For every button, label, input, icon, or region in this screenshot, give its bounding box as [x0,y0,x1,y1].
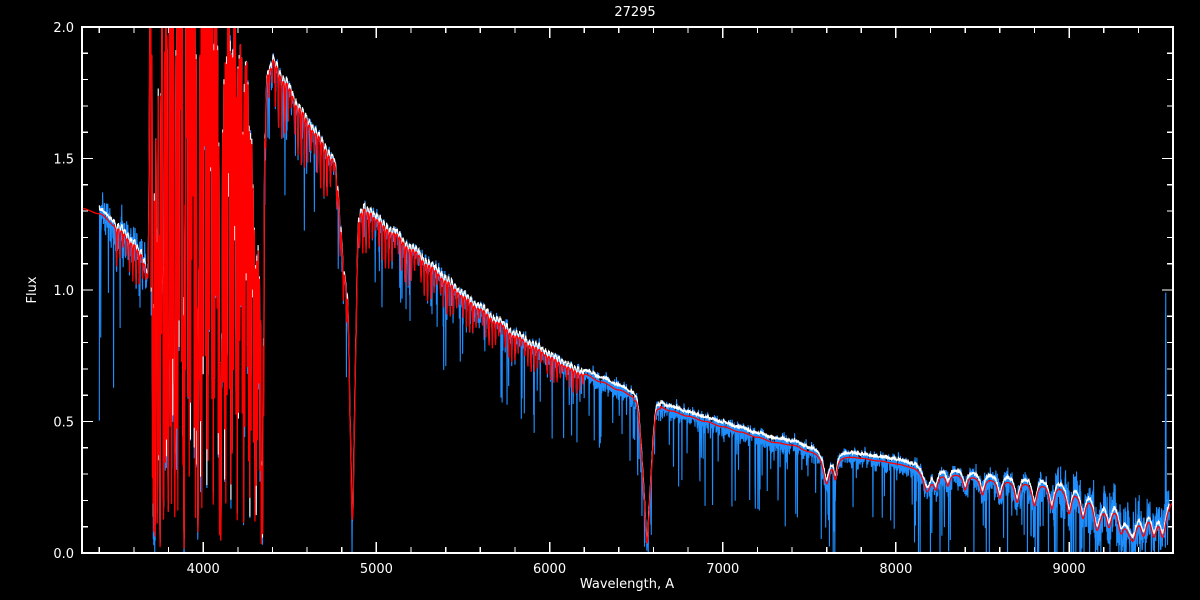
model-spectrum-red [83,28,1172,549]
y-axis-label: Flux [25,276,40,303]
y-tick-labels: 0.0 0.5 1.0 1.5 2.0 [53,21,74,562]
y-tick-label: 0.0 [53,547,74,562]
y-tick-label: 2.0 [53,21,74,36]
plot-title: 27295 [614,5,655,20]
x-tick-label: 9000 [1053,562,1086,577]
x-tick-label: 5000 [360,562,393,577]
x-tick-label: 4000 [187,562,220,577]
x-tick-label: 8000 [879,562,912,577]
observed-spectrum-white [98,28,1170,543]
x-tick-label: 6000 [533,562,566,577]
x-axis-label: Wavelength, A [580,577,674,592]
y-tick-label: 1.5 [53,153,74,168]
x-tick-labels: 4000 5000 6000 7000 8000 9000 [187,562,1086,577]
x-tick-label: 7000 [706,562,739,577]
y-tick-label: 1.0 [53,284,74,299]
y-tick-label: 0.5 [53,416,74,431]
plot-frame [81,26,1174,554]
axis-ticks [82,26,1174,554]
